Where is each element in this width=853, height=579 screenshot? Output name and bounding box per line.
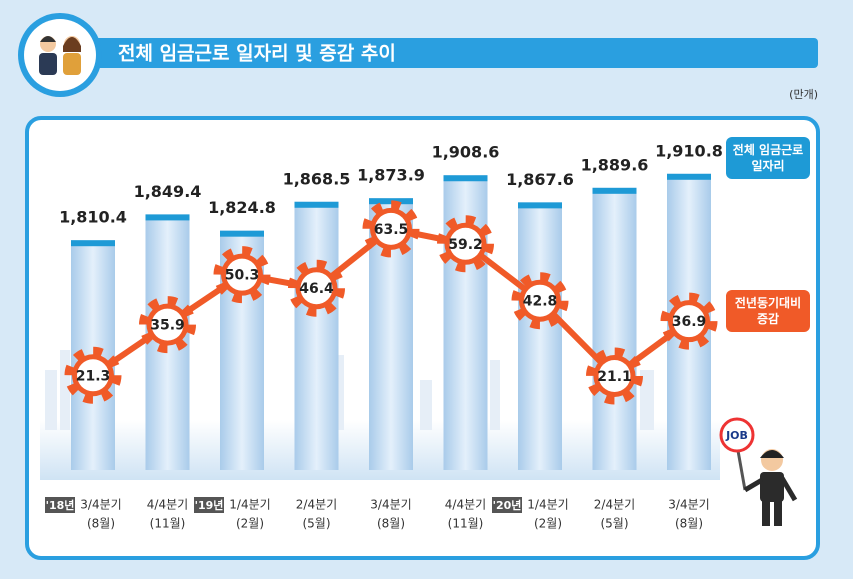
change-value-label: 21.1 <box>597 369 632 385</box>
bar-value-label: 1,868.5 <box>283 169 351 188</box>
gear-center <box>524 284 556 317</box>
change-value-label: 42.8 <box>523 294 558 310</box>
gear-center <box>598 359 631 392</box>
x-tick-label: 3/4분기 <box>668 498 709 512</box>
bar-cap <box>71 240 115 247</box>
x-sub-label: (2월) <box>534 517 562 531</box>
bar-cap <box>592 187 637 194</box>
year-badge <box>492 497 522 513</box>
bar-cap <box>518 202 562 209</box>
bar <box>592 187 637 470</box>
job-figure: JOB <box>719 417 798 526</box>
change-value-label: 21.3 <box>76 368 111 384</box>
legend-line: 전년동기대비 증감 <box>726 290 810 332</box>
change-value-label: 36.9 <box>672 314 707 330</box>
x-tick-label: 2/4분기 <box>296 498 337 512</box>
gear-teeth <box>511 272 569 330</box>
gear-teeth <box>437 215 494 273</box>
year-label: '18년 <box>46 498 75 512</box>
icon-bg <box>24 19 96 91</box>
x-sub-label: (11월) <box>150 517 186 531</box>
x-sub-label: (8월) <box>675 517 703 531</box>
year-badge <box>194 497 224 513</box>
bar-value-label: 1,889.6 <box>581 155 649 174</box>
title: 전체 임금근로 일자리 및 증감 추이 <box>118 43 396 65</box>
bar-value-label: 1,910.8 <box>655 141 723 160</box>
gear-center <box>300 272 333 305</box>
x-sub-label: (11월) <box>448 517 484 531</box>
x-tick-label: 4/4분기 <box>147 498 188 512</box>
sign: JOB <box>725 429 748 442</box>
gear-center <box>375 212 407 245</box>
bar-value-label: 1,849.4 <box>134 182 202 201</box>
gear-teeth <box>213 246 271 304</box>
gear-teeth <box>288 259 345 317</box>
change-value-label: 46.4 <box>299 281 334 297</box>
bar-cap <box>667 173 711 180</box>
gear-center <box>151 308 184 341</box>
change-value-label: 35.9 <box>150 318 185 334</box>
gear-center <box>449 227 482 260</box>
x-tick-label: 3/4분기 <box>80 498 121 512</box>
bar-value-label: 1,908.6 <box>432 143 500 162</box>
x-sub-label: (8월) <box>377 517 405 531</box>
x-tick-label: 1/4분기 <box>527 498 568 512</box>
gear-teeth <box>362 200 420 258</box>
gear-teeth <box>64 346 122 404</box>
bar-cap <box>220 230 264 237</box>
gear-center <box>226 258 258 291</box>
x-tick-label: 3/4분기 <box>370 498 411 512</box>
x-sub-label: (2월) <box>236 517 264 531</box>
bar-cap <box>443 175 488 182</box>
x-sub-label: (5월) <box>302 517 330 531</box>
unit: (만개) <box>789 88 818 101</box>
change-value-label: 59.2 <box>448 237 483 253</box>
x-tick-label: 2/4분기 <box>594 498 635 512</box>
bar <box>518 202 562 470</box>
gear-center <box>77 359 109 392</box>
bar-value-label: 1,873.9 <box>357 166 425 185</box>
bar-cap <box>369 198 413 205</box>
gear-teeth <box>139 296 196 354</box>
change-value-label: 63.5 <box>374 222 409 238</box>
x-sub-label: (5월) <box>600 517 628 531</box>
year-badge <box>45 497 75 513</box>
x-tick-label: 4/4분기 <box>445 498 486 512</box>
x-sub-label: (8월) <box>87 517 115 531</box>
title-bar <box>90 38 818 68</box>
x-tick-label: 1/4분기 <box>229 498 270 512</box>
bar-value-label: 1,810.4 <box>59 208 127 227</box>
year-label: '19년 <box>195 498 224 512</box>
bar-cap <box>294 201 339 208</box>
bar-value-label: 1,824.8 <box>208 198 276 217</box>
gear-teeth <box>586 347 643 405</box>
bar <box>443 175 488 471</box>
people-icon <box>39 36 81 75</box>
gear-teeth <box>660 292 718 350</box>
year-label: '20년 <box>493 498 522 512</box>
gear-center <box>673 305 705 338</box>
change-value-label: 50.3 <box>225 268 260 284</box>
bar-value-label: 1,867.6 <box>506 170 574 189</box>
bar <box>294 201 339 470</box>
legend-bars: 전체 임금근로 일자리 <box>726 137 810 179</box>
bar-cap <box>145 214 190 221</box>
